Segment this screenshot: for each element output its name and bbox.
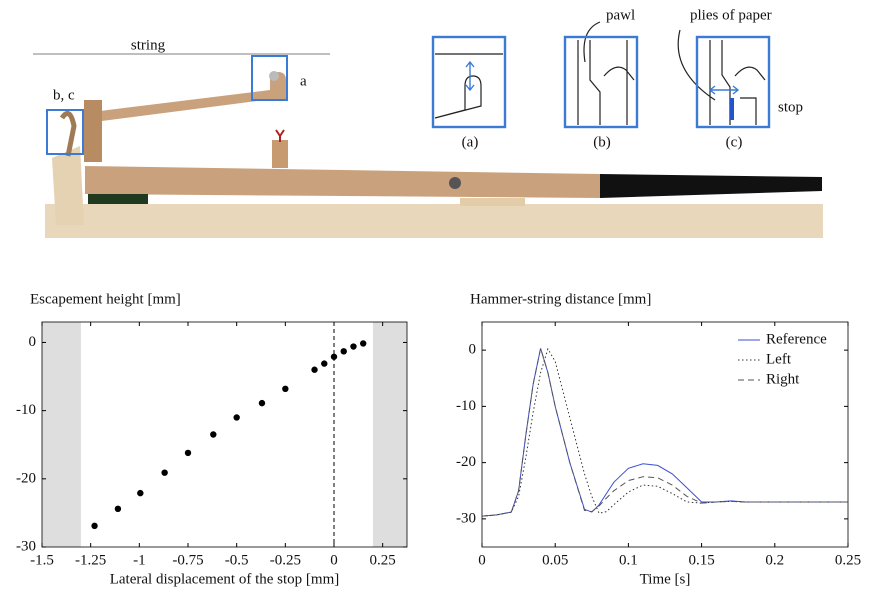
legend-label: Right	[766, 371, 800, 387]
point	[161, 469, 168, 476]
illustration: string a b, c pawl plies of paper stop (…	[33, 7, 823, 238]
y-tick-label: 0	[469, 342, 477, 358]
point	[321, 360, 328, 367]
label: a	[300, 73, 307, 89]
label: plies of paper	[690, 7, 772, 23]
label: (a)	[462, 134, 479, 150]
spring	[275, 129, 285, 142]
y-tick-label: 0	[29, 334, 37, 350]
point	[330, 353, 338, 360]
y-tick-label: -10	[16, 402, 36, 418]
label: (c)	[726, 134, 743, 150]
damper	[272, 140, 288, 168]
key	[85, 166, 600, 198]
label: b, c	[53, 87, 75, 103]
x-tick-label: -0.5	[225, 552, 249, 568]
label: stop	[778, 99, 803, 115]
x-axis-label: Lateral displacement of the stop [mm]	[110, 571, 340, 587]
legend-label: Reference	[766, 331, 827, 347]
y-tick-label: -20	[456, 454, 476, 470]
x-tick-label: -1	[133, 552, 146, 568]
point	[282, 385, 289, 393]
x-axis-label: Time [s]	[640, 571, 691, 587]
x-tick-label: 0.25	[370, 552, 396, 568]
x-tick-label: 0.2	[765, 552, 784, 568]
x-tick-label: -0.25	[270, 552, 301, 568]
x-tick-label: -0.75	[172, 552, 203, 568]
shaded-region	[42, 322, 81, 547]
point	[311, 366, 318, 373]
x-tick-label: 0.25	[835, 552, 861, 568]
y-tick-label: -10	[456, 398, 476, 414]
key-front	[600, 174, 822, 198]
chart-title: Escapement height [mm]	[30, 291, 181, 307]
hammer-tip	[269, 71, 279, 81]
point	[258, 399, 266, 407]
point	[137, 489, 144, 497]
point	[91, 522, 98, 530]
x-tick-label: -1.5	[30, 552, 54, 568]
box-a	[251, 55, 288, 101]
arrows	[465, 60, 740, 95]
inset-a	[431, 35, 507, 129]
legend-label: Left	[766, 351, 792, 367]
pivot	[449, 177, 461, 189]
box-bc	[46, 109, 84, 155]
x-tick-label: 0.1	[619, 552, 638, 568]
x-tick-label: 0	[478, 552, 486, 568]
label: (b)	[593, 134, 611, 150]
point	[114, 505, 122, 513]
x-tick-label: 0.05	[542, 552, 568, 568]
base	[45, 204, 823, 238]
y-tick-label: -20	[16, 470, 36, 486]
point	[233, 414, 240, 421]
chart-title: Hammer-string distance [mm]	[470, 291, 651, 307]
jack	[52, 146, 84, 225]
plot-frame	[41, 321, 408, 548]
shaded-region	[372, 322, 407, 547]
y-tick-label: -30	[456, 510, 476, 526]
point	[210, 431, 217, 438]
balance-rail	[460, 198, 525, 206]
inset-c	[695, 35, 771, 129]
felt	[88, 194, 148, 204]
point	[360, 340, 367, 347]
inset-b	[563, 35, 639, 129]
paper	[730, 98, 734, 120]
repetition-lever	[84, 100, 102, 162]
plot-frame	[481, 321, 849, 548]
point	[340, 348, 347, 355]
x-tick-label: 0	[330, 552, 338, 568]
point	[350, 343, 357, 350]
y-tick-label: -30	[16, 538, 36, 554]
point	[184, 449, 192, 457]
x-tick-label: -1.25	[75, 552, 106, 568]
hammer-shank	[92, 90, 272, 122]
x-tick-label: 0.15	[688, 552, 714, 568]
pawl-part	[59, 111, 77, 157]
label: pawl	[606, 7, 635, 23]
label: string	[131, 37, 166, 53]
series-line	[481, 348, 848, 517]
